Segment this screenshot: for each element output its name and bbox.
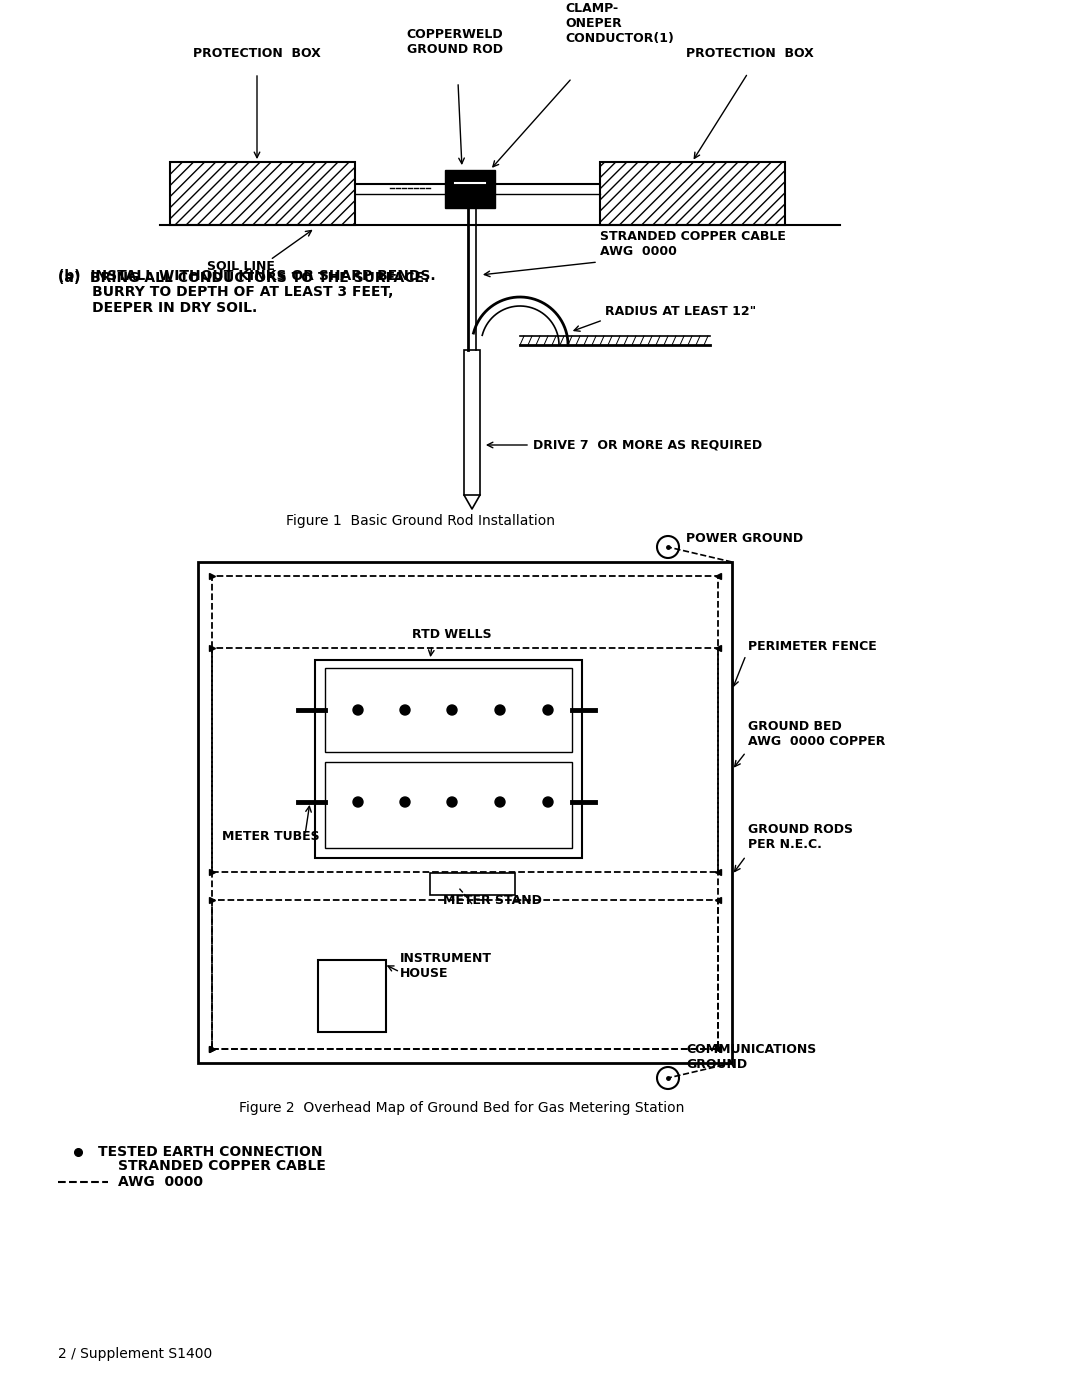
- Circle shape: [447, 705, 457, 715]
- Text: RADIUS AT LEAST 12": RADIUS AT LEAST 12": [605, 305, 756, 319]
- Text: 2 / Supplement S1400: 2 / Supplement S1400: [58, 1347, 213, 1361]
- Text: (b)  INSTALL WITHOUT KINKS OR SHARP BENDS.
       BURRY TO DEPTH OF AT LEAST 3 F: (b) INSTALL WITHOUT KINKS OR SHARP BENDS…: [58, 268, 435, 314]
- Bar: [445, 170, 495, 208]
- Circle shape: [543, 705, 553, 715]
- Circle shape: [495, 705, 505, 715]
- Bar: [170, 162, 355, 225]
- Text: TESTED EARTH CONNECTION: TESTED EARTH CONNECTION: [98, 1146, 323, 1160]
- Text: COPPERWELD
GROUND ROD: COPPERWELD GROUND ROD: [407, 28, 503, 56]
- Bar: [212, 576, 718, 1049]
- Text: PERIMETER FENCE: PERIMETER FENCE: [748, 640, 877, 652]
- Text: Figure 2  Overhead Map of Ground Bed for Gas Metering Station: Figure 2 Overhead Map of Ground Bed for …: [240, 1101, 685, 1115]
- Bar: [464, 351, 480, 495]
- Circle shape: [400, 705, 410, 715]
- Text: RTD WELLS: RTD WELLS: [411, 629, 491, 641]
- Bar: [212, 648, 718, 872]
- Circle shape: [400, 798, 410, 807]
- Bar: [600, 162, 785, 225]
- Text: SOIL LINE: SOIL LINE: [207, 260, 275, 272]
- Text: STRANDED COPPER CABLE
AWG  0000: STRANDED COPPER CABLE AWG 0000: [118, 1158, 326, 1189]
- Text: PROTECTION  BOX: PROTECTION BOX: [193, 47, 321, 60]
- Circle shape: [543, 798, 553, 807]
- Text: GROUND BED
AWG  0000 COPPER: GROUND BED AWG 0000 COPPER: [748, 719, 886, 747]
- Circle shape: [353, 705, 363, 715]
- Text: STRANDED COPPER CABLE
AWG  0000: STRANDED COPPER CABLE AWG 0000: [600, 231, 786, 258]
- Circle shape: [447, 798, 457, 807]
- Bar: [170, 162, 355, 225]
- Text: INSTRUMENT
HOUSE: INSTRUMENT HOUSE: [400, 951, 492, 981]
- Bar: [600, 162, 785, 225]
- Text: COMMUNICATIONS
GROUND: COMMUNICATIONS GROUND: [686, 1044, 816, 1071]
- Bar: [325, 761, 572, 848]
- Bar: [212, 900, 718, 1049]
- Circle shape: [353, 798, 363, 807]
- Text: METER TUBES: METER TUBES: [222, 830, 320, 842]
- Circle shape: [495, 798, 505, 807]
- Text: POWER GROUND: POWER GROUND: [686, 532, 804, 545]
- Bar: [318, 960, 386, 1032]
- Text: CLAMP-
ONEPER
CONDUCTOR(1): CLAMP- ONEPER CONDUCTOR(1): [565, 1, 674, 45]
- Bar: [430, 873, 515, 895]
- Text: METER STAND: METER STAND: [443, 894, 542, 907]
- Text: GROUND RODS
PER N.E.C.: GROUND RODS PER N.E.C.: [748, 823, 853, 851]
- Text: Figure 1  Basic Ground Rod Installation: Figure 1 Basic Ground Rod Installation: [285, 514, 554, 528]
- Text: PROTECTION  BOX: PROTECTION BOX: [686, 47, 814, 60]
- Text: (a)  BRING ALL CONDUCTORS TO THE SURFACE.: (a) BRING ALL CONDUCTORS TO THE SURFACE.: [58, 271, 429, 285]
- Bar: [325, 668, 572, 752]
- Bar: [198, 562, 732, 1063]
- Text: DRIVE 7  OR MORE AS REQUIRED: DRIVE 7 OR MORE AS REQUIRED: [534, 439, 762, 451]
- Bar: [315, 659, 582, 858]
